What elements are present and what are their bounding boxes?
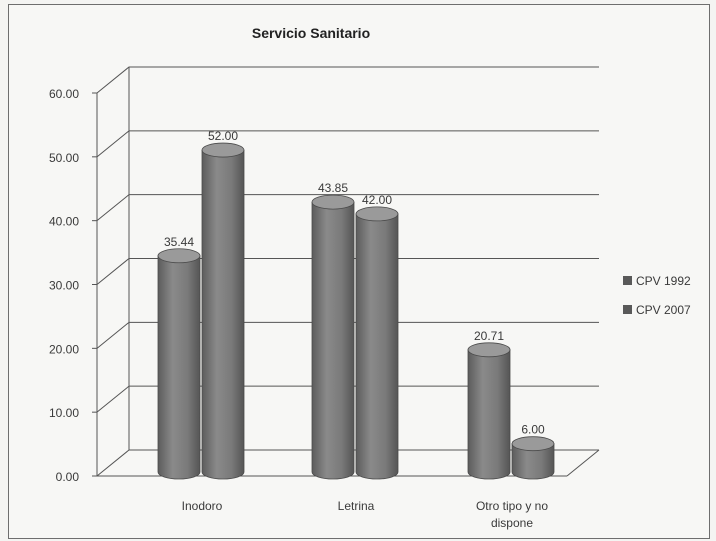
bar-top [311, 194, 355, 210]
data-label: 42.00 [362, 193, 392, 207]
floor-right-edge [566, 449, 600, 477]
bar-top [157, 248, 201, 264]
x-category-label: Inodoro [182, 499, 223, 513]
chart-frame: Servicio Sanitario 0.00 10.00 20.00 30.00 40… [8, 4, 710, 539]
bar-body [467, 349, 511, 480]
bar-letrina-cpv-1992 [311, 194, 355, 480]
bar-top [467, 342, 511, 358]
data-label: 6.00 [521, 423, 545, 437]
y-tick-label: 40.00 [49, 215, 79, 229]
bar-inodoro-cpv-1992 [157, 248, 201, 480]
y-tick-label: 10.00 [49, 406, 79, 420]
bar-body [355, 213, 399, 480]
bar-body [157, 255, 201, 480]
legend-item-cpv-1992: CPV 1992 [623, 274, 691, 288]
x-category-label: Letrina [338, 499, 375, 513]
bar-top [511, 436, 555, 452]
data-label: 20.71 [474, 329, 504, 343]
legend-label: CPV 1992 [636, 274, 691, 288]
chart-title: Servicio Sanitario [252, 25, 370, 41]
x-category-label: dispone [491, 516, 533, 530]
bar-letrina-cpv-2007 [355, 206, 399, 480]
legend-item-cpv-2007: CPV 2007 [623, 303, 691, 317]
gridline [96, 130, 599, 158]
bar-otro-tipo-y-no-dispone-cpv-1992 [467, 342, 511, 480]
data-label: 35.44 [164, 235, 194, 249]
bar-body [311, 201, 355, 480]
chart-svg: Servicio Sanitario 0.00 10.00 20.00 30.00 40… [49, 25, 691, 530]
y-tick-label: 60.00 [49, 87, 79, 101]
y-tick-label: 20.00 [49, 342, 79, 356]
data-label: 52.00 [208, 129, 238, 143]
x-category-label: Otro tipo y no [476, 499, 548, 513]
y-tick-label: 50.00 [49, 151, 79, 165]
data-label: 43.85 [318, 181, 348, 195]
legend-swatch [623, 276, 632, 285]
bar-top [201, 142, 245, 158]
bar-otro-tipo-y-no-dispone-cpv-2007 [511, 436, 555, 480]
bar-inodoro-cpv-2007 [201, 142, 245, 480]
y-tick-label: 30.00 [49, 279, 79, 293]
gridline [96, 66, 599, 94]
bar-top [355, 206, 399, 222]
bar-body [511, 443, 555, 480]
bar-body [201, 149, 245, 480]
legend-label: CPV 2007 [636, 303, 691, 317]
y-tick-label: 0.00 [56, 470, 80, 484]
legend-swatch [623, 305, 632, 314]
